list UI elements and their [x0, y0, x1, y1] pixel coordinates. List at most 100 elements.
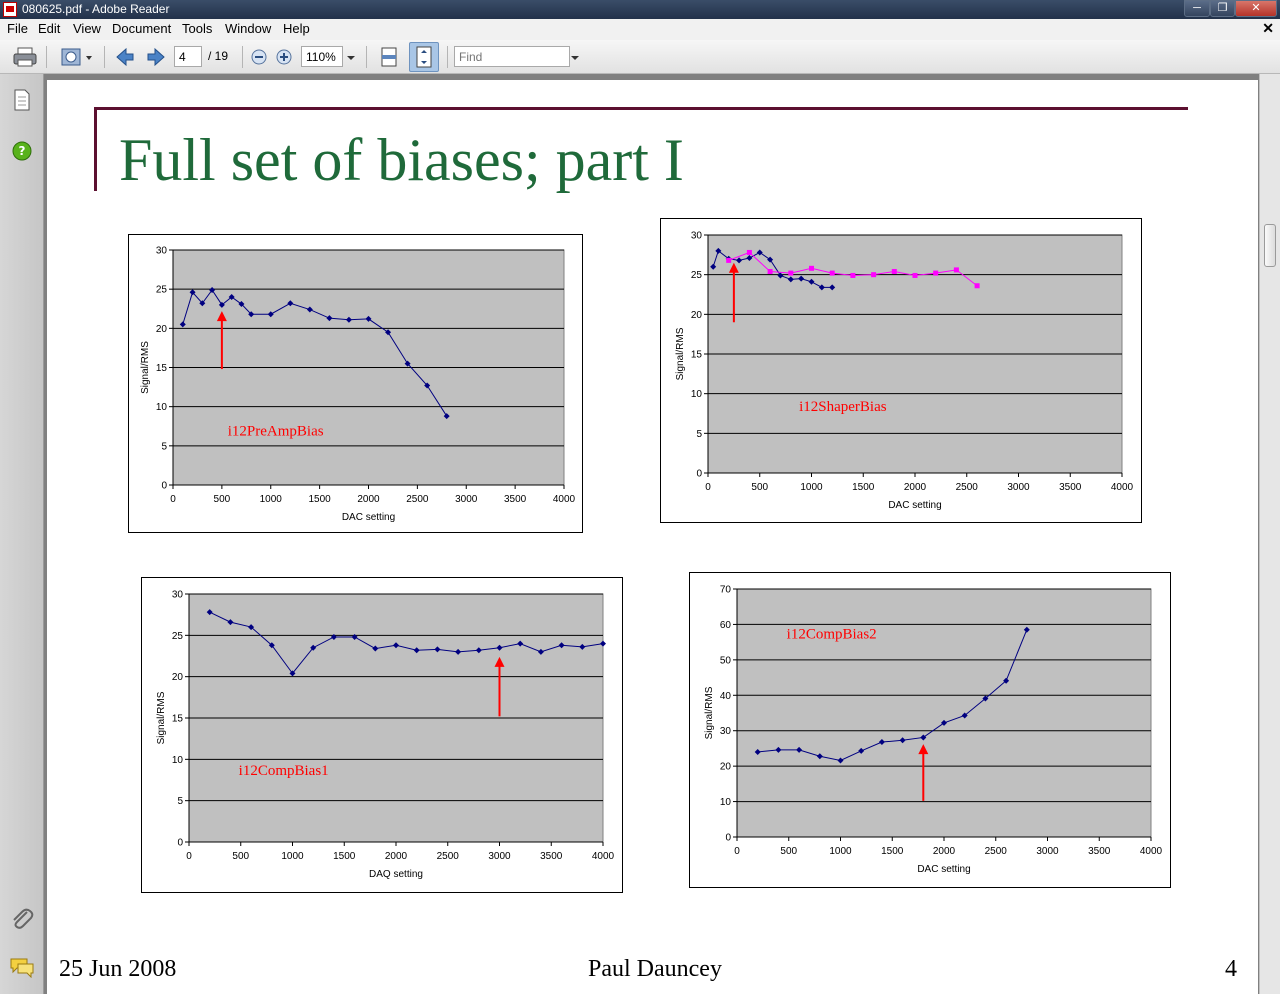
menu-window[interactable]: Window	[225, 21, 272, 36]
y-tick-label: 40	[720, 691, 732, 702]
zoom-level-input[interactable]	[301, 46, 343, 67]
data-point	[248, 624, 255, 631]
data-point	[837, 757, 844, 764]
x-tick-label: 2500	[406, 494, 429, 505]
next-page-icon[interactable]	[145, 46, 167, 68]
menu-bar: File Edit View Document Tools Window Hel…	[0, 19, 1280, 40]
data-point	[829, 284, 836, 291]
zoom-dropdown-chevron-icon[interactable]	[346, 46, 356, 68]
data-point	[746, 255, 753, 262]
data-point	[267, 311, 274, 318]
data-point	[982, 695, 989, 702]
data-point	[579, 643, 586, 650]
menu-edit[interactable]: Edit	[38, 21, 61, 36]
x-tick-label: 2000	[904, 482, 927, 493]
y-axis-label: Signal/RMS	[140, 341, 151, 394]
y-axis-label: Signal/RMS	[675, 327, 686, 380]
data-point	[206, 609, 213, 616]
pages-panel-icon[interactable]	[11, 88, 33, 112]
y-tick-label: 5	[177, 796, 183, 807]
slide-title: Full set of biases; part I	[119, 127, 684, 193]
y-tick-label: 25	[172, 631, 184, 642]
navigation-panel: ?	[0, 74, 44, 994]
x-tick-label: 3500	[504, 494, 527, 505]
help-icon[interactable]: ?	[11, 140, 33, 162]
data-point	[228, 294, 235, 300]
maximize-button[interactable]: ❐	[1210, 0, 1235, 17]
chart-shaper-bias-svg: 0 5 10 15 20 25 30 0 500 1000 1500 2000 2500 3000 3500…	[675, 231, 1134, 512]
attachments-paperclip-icon[interactable]	[9, 906, 35, 932]
data-point	[809, 265, 814, 271]
select-tool-icon[interactable]	[58, 46, 94, 68]
comments-icon[interactable]	[9, 956, 35, 978]
x-tick-label: 2500	[956, 482, 979, 493]
previous-page-icon[interactable]	[114, 46, 136, 68]
y-tick-label: 5	[161, 441, 167, 452]
minimize-button[interactable]: ─	[1184, 0, 1210, 17]
series-line	[209, 611, 604, 675]
annotation-arrow-head	[494, 656, 505, 667]
data-point	[912, 272, 918, 278]
y-tick-label: 30	[172, 590, 184, 601]
x-tick-label: 500	[751, 482, 768, 493]
x-tick-label: 2500	[985, 846, 1008, 857]
data-point	[941, 719, 947, 726]
data-point	[248, 311, 255, 318]
y-tick-label: 15	[172, 714, 184, 725]
x-tick-label: 3000	[488, 851, 511, 862]
menu-help[interactable]: Help	[283, 21, 310, 36]
find-input[interactable]	[454, 46, 570, 67]
scrollbar-thumb[interactable]	[1264, 224, 1276, 267]
menu-document[interactable]: Document	[112, 21, 172, 36]
toolbar-separator	[242, 46, 243, 68]
find-dropdown-chevron-icon[interactable]	[570, 46, 580, 68]
data-point	[933, 270, 939, 276]
data-point	[746, 249, 752, 255]
series-annotation-label: i12CompBias2	[787, 627, 877, 643]
y-tick-label: 25	[156, 285, 168, 296]
data-point	[287, 300, 294, 307]
annotation-arrow-head	[216, 311, 227, 322]
menu-view[interactable]: View	[73, 21, 101, 36]
x-axis-label: DAC setting	[888, 500, 941, 511]
window-titlebar: 080625.pdf - Adobe Reader ─ ❐ ✕	[0, 0, 1280, 19]
zoom-out-icon[interactable]	[250, 46, 268, 68]
zoom-in-icon[interactable]	[275, 46, 293, 68]
data-point	[736, 257, 743, 264]
x-tick-label: 1500	[333, 851, 356, 862]
data-point	[199, 300, 206, 307]
data-point	[775, 746, 782, 753]
x-tick-label: 2000	[357, 494, 380, 505]
close-document-icon[interactable]: ✕	[1262, 20, 1274, 36]
y-tick-label: 10	[156, 402, 168, 413]
data-point	[455, 648, 462, 655]
page-total: / 19	[208, 49, 229, 63]
print-icon[interactable]	[12, 46, 38, 68]
fit-width-icon[interactable]	[378, 46, 400, 68]
toolbar: / 19	[0, 40, 1280, 74]
footer-date: 25 Jun 2008	[59, 956, 177, 982]
menu-file[interactable]: File	[7, 21, 28, 36]
y-tick-label: 20	[691, 310, 703, 321]
data-point	[393, 642, 399, 649]
chart-shaper-bias: 0 5 10 15 20 25 30 0 500 1000 1500 2000 2500 3000 3500…	[660, 218, 1142, 523]
x-tick-label: 3000	[1036, 846, 1059, 857]
data-point	[496, 644, 503, 651]
data-point	[710, 263, 717, 270]
data-point	[443, 413, 450, 420]
fit-page-button[interactable]	[409, 42, 439, 72]
page-number-input[interactable]	[174, 46, 202, 67]
y-axis-label: Signal/RMS	[704, 686, 715, 739]
annotation-arrow-head	[728, 262, 739, 273]
x-tick-label: 0	[170, 494, 176, 505]
y-tick-label: 30	[691, 231, 703, 242]
data-point	[754, 748, 761, 755]
data-point	[767, 268, 773, 274]
x-tick-label: 500	[232, 851, 249, 862]
close-button[interactable]: ✕	[1235, 0, 1277, 17]
menu-tools[interactable]: Tools	[182, 21, 213, 36]
x-tick-label: 3500	[1059, 482, 1082, 493]
data-point	[517, 640, 524, 647]
vertical-scrollbar[interactable]	[1259, 74, 1280, 994]
data-point	[372, 645, 379, 652]
